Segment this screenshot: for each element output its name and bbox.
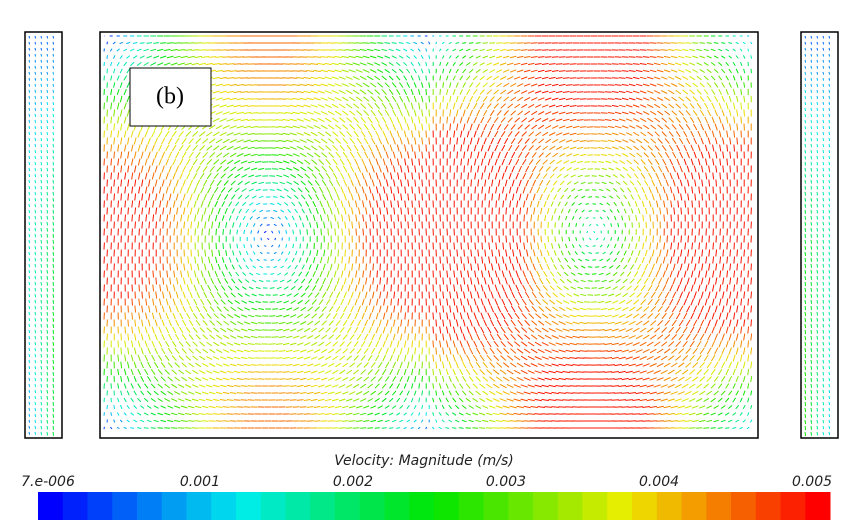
vector-arrows xyxy=(103,35,807,437)
colorbar-swatch xyxy=(557,492,583,520)
colorbar-swatch xyxy=(186,492,212,520)
colorbar-swatch xyxy=(508,492,534,520)
vector-arrows xyxy=(52,35,807,429)
colorbar-swatch xyxy=(483,492,509,520)
vector-arrows xyxy=(103,35,752,429)
vector-arrows xyxy=(28,35,831,436)
colorbar-tick-label: 7.e-006 xyxy=(21,474,75,490)
colorbar-swatch xyxy=(458,492,484,520)
colorbar-tick-label: 0.002 xyxy=(333,474,373,490)
colorbar-swatch xyxy=(211,492,237,520)
vector-arrows xyxy=(103,35,753,429)
colorbar-swatch xyxy=(112,492,138,520)
colorbar-swatch xyxy=(161,492,187,520)
colorbar-swatch xyxy=(706,492,732,520)
colorbar-swatch xyxy=(62,492,88,520)
domain-frame xyxy=(99,31,759,439)
colorbar-swatch xyxy=(632,492,658,520)
left-frame xyxy=(24,31,63,439)
colorbar-tick-label: 0.003 xyxy=(486,474,526,490)
vector-arrows xyxy=(28,35,831,436)
right-frame xyxy=(800,31,839,439)
colorbar-swatch xyxy=(335,492,361,520)
vector-arrows xyxy=(103,35,752,429)
vector-arrows xyxy=(28,35,831,430)
colorbar: 7.e-006 0.001 0.002 0.003 0.004 0.005 xyxy=(21,474,832,520)
vector-arrows xyxy=(104,35,270,240)
vector-arrows xyxy=(40,35,825,436)
colorbar-swatch xyxy=(656,492,682,520)
colorbar-tick-label: 0.001 xyxy=(180,474,220,490)
colorbar-swatch xyxy=(384,492,410,520)
colorbar-swatch xyxy=(755,492,781,520)
colorbar-swatch xyxy=(533,492,559,520)
vector-arrows xyxy=(52,35,813,436)
colorbar-swatch xyxy=(805,492,831,520)
vector-arrows xyxy=(103,35,753,429)
vector-arrows xyxy=(103,35,752,429)
colorbar-swatch xyxy=(409,492,435,520)
colorbar-swatch xyxy=(87,492,113,520)
colorbar-swatch xyxy=(38,492,64,520)
colorbar-tick-label: 0.004 xyxy=(639,474,679,490)
vector-arrows xyxy=(28,35,831,435)
colorbar-swatch xyxy=(434,492,460,520)
vector-arrows xyxy=(34,35,831,436)
colorbar-title: Velocity: Magnitude (m/s) xyxy=(334,453,514,469)
vector-arrows xyxy=(103,35,753,429)
vector-arrows xyxy=(103,35,752,429)
vector-arrows xyxy=(103,35,753,429)
colorbar-tick-label: 0.005 xyxy=(792,474,832,490)
colorbar-swatch xyxy=(582,492,608,520)
colorbar-swatch xyxy=(731,492,757,520)
panel-label-box xyxy=(129,67,212,127)
vector-arrows xyxy=(103,35,428,430)
colorbar-swatch xyxy=(310,492,336,520)
colorbar-swatch xyxy=(359,492,385,520)
colorbar-swatch xyxy=(236,492,262,520)
colorbar-swatch xyxy=(285,492,311,520)
colorbar-swatch xyxy=(137,492,163,520)
vector-field xyxy=(28,35,831,437)
colorbar-swatch xyxy=(780,492,806,520)
vector-arrows xyxy=(106,35,750,429)
colorbar-swatch xyxy=(260,492,286,520)
colorbar-swatch xyxy=(681,492,707,520)
colorbar-swatch xyxy=(607,492,633,520)
panel-label: (b) xyxy=(156,84,184,110)
vector-arrows xyxy=(28,35,831,429)
